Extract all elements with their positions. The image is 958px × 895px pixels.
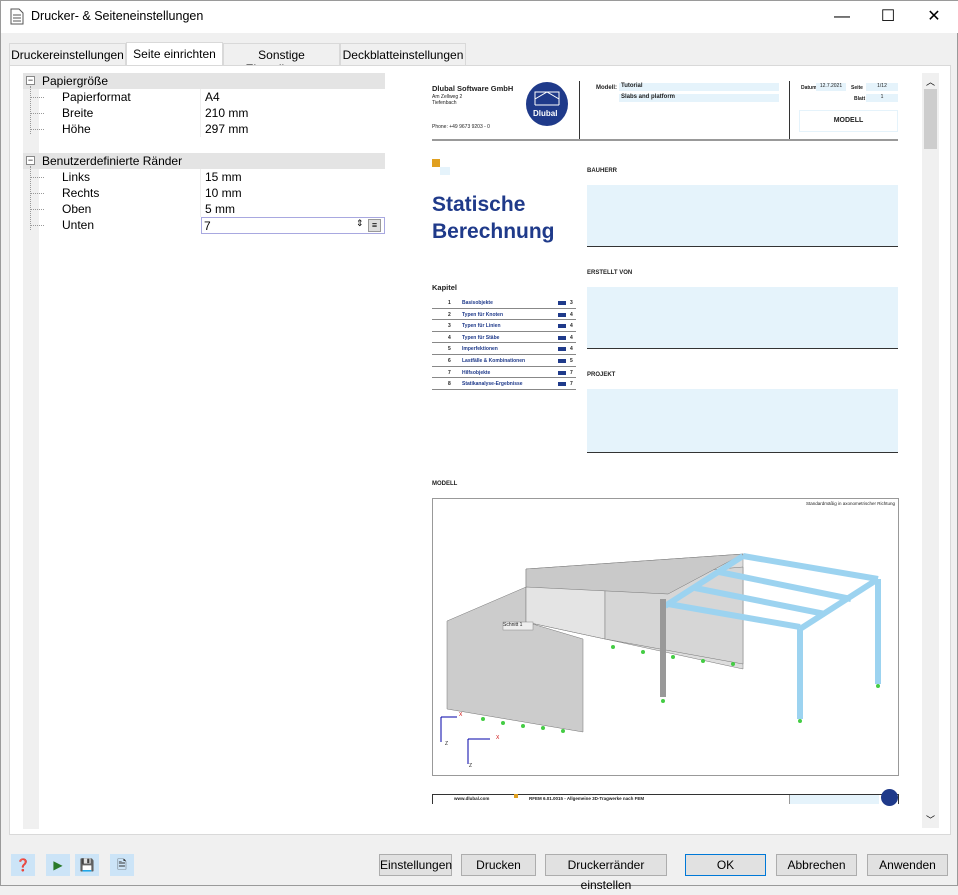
unten-input[interactable]: 7 ⇕ ≡ [201, 217, 385, 234]
apply-button[interactable]: Anwenden [867, 854, 948, 876]
close-button[interactable]: ✕ [927, 8, 941, 25]
model-view: Standardmäßig in axonometrischer Richtun… [432, 498, 899, 776]
preview-scrollbar[interactable]: ︿ ﹀ [922, 73, 939, 828]
chapter-item: 6 Lastfälle & Kombinationen 5 [432, 355, 576, 367]
window-title: Drucker- & Seiteneinstellungen [31, 9, 204, 23]
document-icon [10, 8, 24, 25]
chapter-item: 1 Basisobjekte 3 [432, 297, 576, 309]
help-icon[interactable]: ❓ [11, 854, 35, 876]
dlubal-footer-logo [881, 789, 898, 806]
minimize-button[interactable]: — [834, 8, 850, 25]
save-icon[interactable]: 💾 [75, 854, 99, 876]
maximize-button[interactable]: ☐ [880, 8, 896, 25]
ok-button[interactable]: OK [685, 854, 766, 876]
structure-drawing [440, 553, 881, 764]
scroll-thumb[interactable] [924, 89, 937, 149]
database-report-icon[interactable]: 🗎 [110, 854, 134, 876]
export-icon[interactable]: ▶ [46, 854, 70, 876]
row-rechts[interactable]: Rechts 10 mm [30, 185, 385, 201]
title-bar: Drucker- & Seiteneinstellungen — ☐ ✕ [1, 1, 958, 33]
group-papiergroesse[interactable]: − Papiergröße [23, 73, 385, 89]
chapter-item: 2 Typen für Knoten 4 [432, 309, 576, 321]
row-papierformat[interactable]: Papierformat A4 [30, 89, 385, 105]
chapter-item: 5 Imperfektionen 4 [432, 343, 576, 355]
spinner-icon[interactable]: ⇕ [356, 218, 364, 228]
tab-druckereinstellungen[interactable]: Druckereinstellungen [9, 43, 126, 65]
scroll-up-icon[interactable]: ︿ [926, 77, 936, 87]
chapter-item: 4 Typen für Stäbe 4 [432, 332, 576, 344]
print-button[interactable]: Drucken [461, 854, 536, 876]
chapter-item: 8 Statikanalyse-Ergebnisse 7 [432, 378, 576, 390]
dlubal-logo: Dlubal [526, 82, 568, 126]
settings-button[interactable]: Einstellungen [379, 854, 452, 876]
cancel-button[interactable]: Abbrechen [776, 854, 857, 876]
row-links[interactable]: Links 15 mm [30, 169, 385, 185]
list-icon[interactable]: ≡ [368, 219, 381, 232]
row-hoehe[interactable]: Höhe 297 mm [30, 121, 385, 137]
chapter-list: 1 Basisobjekte 3 2 Typen für Knoten 4 3 Typen f… [432, 297, 576, 390]
chapter-item: 3 Typen für Linien 4 [432, 320, 576, 332]
row-oben[interactable]: Oben 5 mm [30, 201, 385, 217]
collapse-icon[interactable]: − [26, 75, 35, 85]
row-breite[interactable]: Breite 210 mm [30, 105, 385, 121]
scroll-down-icon[interactable]: ﹀ [926, 815, 936, 825]
group-benutzerdefinierte-raender[interactable]: − Benutzerdefinierte Ränder [23, 153, 385, 169]
page-preview: Dlubal Software GmbH Am Zellweg 2 Tiefen… [394, 73, 922, 828]
tab-deckblatteinstellungen[interactable]: Deckblatteinstellungen [340, 43, 466, 65]
row-unten[interactable]: Unten 7 ⇕ ≡ [30, 217, 385, 234]
tab-sonstige-einstellungen[interactable]: Sonstige Einstellungen [223, 43, 340, 76]
collapse-icon[interactable]: − [26, 155, 35, 165]
tab-seite-einrichten[interactable]: Seite einrichten [126, 42, 223, 66]
property-tree: − Papiergröße Papierformat A4 Breite 210 mm… [23, 73, 385, 829]
chapter-item: 7 Hilfsobjekte 7 [432, 367, 576, 379]
printer-margins-button[interactable]: Druckerränder einstellen [545, 854, 667, 892]
